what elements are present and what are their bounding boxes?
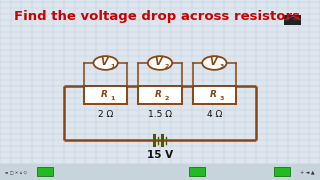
Text: 2: 2 [165,64,169,69]
Circle shape [148,56,172,70]
Text: 15 V: 15 V [147,150,173,160]
Text: R: R [100,90,108,99]
Text: 4 Ω: 4 Ω [207,110,222,119]
Text: V: V [209,57,217,67]
Text: R: R [155,90,162,99]
FancyBboxPatch shape [193,86,236,104]
FancyBboxPatch shape [284,15,301,25]
Text: 1.5 Ω: 1.5 Ω [148,110,172,119]
Text: Find the voltage drop across resistors: Find the voltage drop across resistors [14,10,300,23]
Text: ≡ □ ✕ ⌂ Q: ≡ □ ✕ ⌂ Q [5,170,27,174]
Circle shape [93,56,118,70]
Text: 1: 1 [110,96,115,101]
FancyBboxPatch shape [84,86,127,104]
Text: 2: 2 [165,96,169,101]
Text: V: V [100,57,108,67]
FancyBboxPatch shape [274,167,290,176]
FancyBboxPatch shape [37,167,53,176]
Text: 3: 3 [219,64,224,69]
Text: 2 Ω: 2 Ω [98,110,113,119]
Text: 3: 3 [219,96,224,101]
FancyBboxPatch shape [138,86,182,104]
Text: V: V [155,57,162,67]
Text: R: R [209,90,216,99]
Text: 1: 1 [110,64,115,69]
Bar [0,164,320,180]
FancyBboxPatch shape [189,167,205,176]
Text: + ◄ ▲: + ◄ ▲ [300,169,315,174]
Circle shape [202,56,227,70]
